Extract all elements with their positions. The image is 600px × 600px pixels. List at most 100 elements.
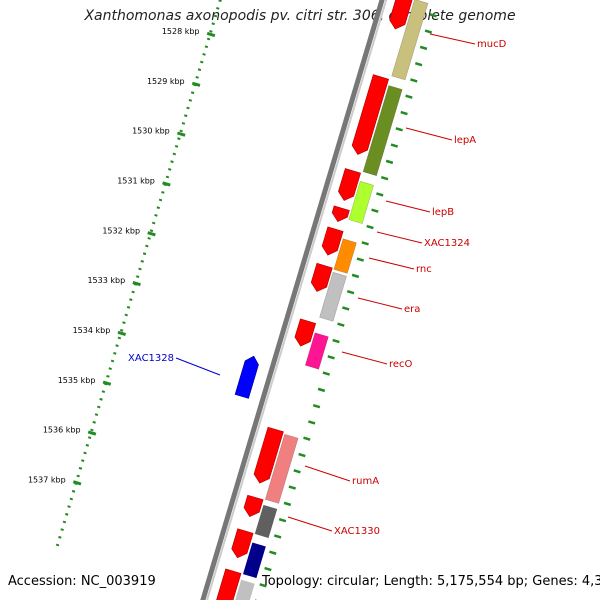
inner-tick [337, 322, 345, 327]
gene-label-xac1324: XAC1324 [424, 238, 470, 249]
cds-arrow [310, 262, 333, 292]
gene-block-xac1330 [254, 504, 278, 539]
scale-tick-label: 1536 kbp [43, 426, 81, 435]
scale-tick-label: 1534 kbp [73, 326, 111, 335]
inner-tick [278, 517, 287, 523]
scale-tick-label: 1533 kbp [87, 276, 125, 285]
inner-tick [312, 403, 321, 409]
leader-line-xac1328 [175, 357, 221, 376]
inner-tick [273, 534, 282, 539]
scale-tick-label: 1537 kbp [28, 475, 66, 484]
leader-line-lepb [385, 200, 431, 213]
scale-tick [191, 81, 201, 87]
leader-line-rnc [368, 257, 415, 270]
cds-arrow [389, 0, 413, 30]
scale-tick [162, 181, 171, 187]
cds-arrow [216, 568, 242, 600]
leader-line-xac1324 [376, 231, 423, 244]
inner-tick [385, 159, 394, 165]
scale-axis-line [54, 0, 222, 551]
scale-tick [132, 281, 141, 287]
gene-label-xac1330: XAC1330 [334, 526, 380, 537]
inner-tick [317, 387, 326, 393]
inner-tick [327, 355, 335, 360]
inner-tick [283, 501, 292, 507]
genome-backbone [200, 0, 385, 600]
inner-tick [419, 45, 428, 51]
genome-backbone-shadow [206, 0, 388, 600]
inner-tick [380, 175, 389, 181]
genome-stats-text: Topology: circular; Length: 5,175,554 bp… [262, 574, 600, 589]
cds-arrow [331, 205, 350, 222]
inner-tick [288, 485, 296, 490]
leader-line-xac1330 [287, 516, 333, 532]
gene-block-mucd [391, 0, 429, 81]
cds-arrow [253, 426, 284, 484]
gene-block [243, 542, 266, 579]
leader-line-reco [341, 351, 388, 365]
gene-label-reco: recO [389, 359, 413, 370]
gene-label-mucd: mucD [477, 39, 507, 50]
inner-tick [342, 306, 350, 311]
inner-tick [390, 143, 399, 148]
gene-label-lepb: lepB [432, 207, 454, 218]
gene-block-lepb [348, 180, 374, 224]
gene-label-lepa: lepA [454, 135, 476, 146]
inner-tick [414, 61, 423, 67]
cds-arrow [321, 226, 344, 256]
scale-tick-label: 1532 kbp [102, 226, 140, 235]
scale-tick-label: 1530 kbp [132, 127, 170, 136]
gene-label-ruma: rumA [352, 476, 379, 487]
inner-tick [429, 13, 437, 18]
inner-tick [400, 110, 408, 116]
gene-arrow-xac1328 [234, 355, 259, 399]
scale-tick-label: 1535 kbp [58, 376, 96, 385]
gene-block-ruma [264, 433, 299, 504]
scale-tick-label: 1531 kbp [117, 177, 155, 186]
accession-text: Accession: NC_003919 [8, 574, 156, 589]
cds-arrow [351, 74, 389, 155]
gene-label-rnc: rnc [416, 264, 432, 275]
inner-tick [264, 566, 272, 572]
gene-block-lepa [362, 85, 403, 177]
inner-tick [298, 452, 306, 458]
inner-tick [356, 257, 365, 262]
leader-line-ruma [304, 465, 351, 482]
leader-line-era [357, 297, 403, 310]
inner-tick [293, 469, 301, 474]
inner-tick [366, 224, 374, 230]
scale-tick [177, 131, 186, 137]
inner-tick [395, 127, 403, 132]
gene-block-xac1324 [333, 238, 357, 274]
leader-line-lepa [405, 127, 453, 141]
inner-tick [303, 436, 311, 441]
inner-tick [405, 94, 413, 99]
gene-block-reco [304, 332, 329, 370]
cds-arrow [243, 494, 264, 517]
inner-tick [376, 192, 384, 197]
cds-arrow [338, 168, 361, 201]
inner-tick [307, 420, 316, 425]
scale-tick [72, 480, 82, 486]
gene-block-rnc [319, 271, 347, 322]
scale-tick-label: 1528 kbp [162, 27, 200, 36]
gene-block [235, 579, 255, 600]
inner-tick [269, 550, 277, 555]
inner-tick [351, 273, 360, 279]
inner-tick [346, 289, 355, 295]
inner-tick [322, 371, 330, 376]
scale-tick [206, 31, 216, 38]
scale-tick-label: 1529 kbp [147, 77, 185, 86]
gene-label-era: era [404, 304, 420, 315]
cds-arrow [231, 528, 254, 559]
inner-tick [332, 338, 340, 344]
inner-tick [259, 583, 267, 588]
scale-tick [87, 430, 97, 436]
gene-label-xac1328: XAC1328 [128, 353, 174, 364]
inner-tick [424, 29, 433, 34]
leader-line-mucd [429, 33, 476, 45]
inner-tick [371, 208, 379, 213]
scale-tick [147, 231, 156, 237]
